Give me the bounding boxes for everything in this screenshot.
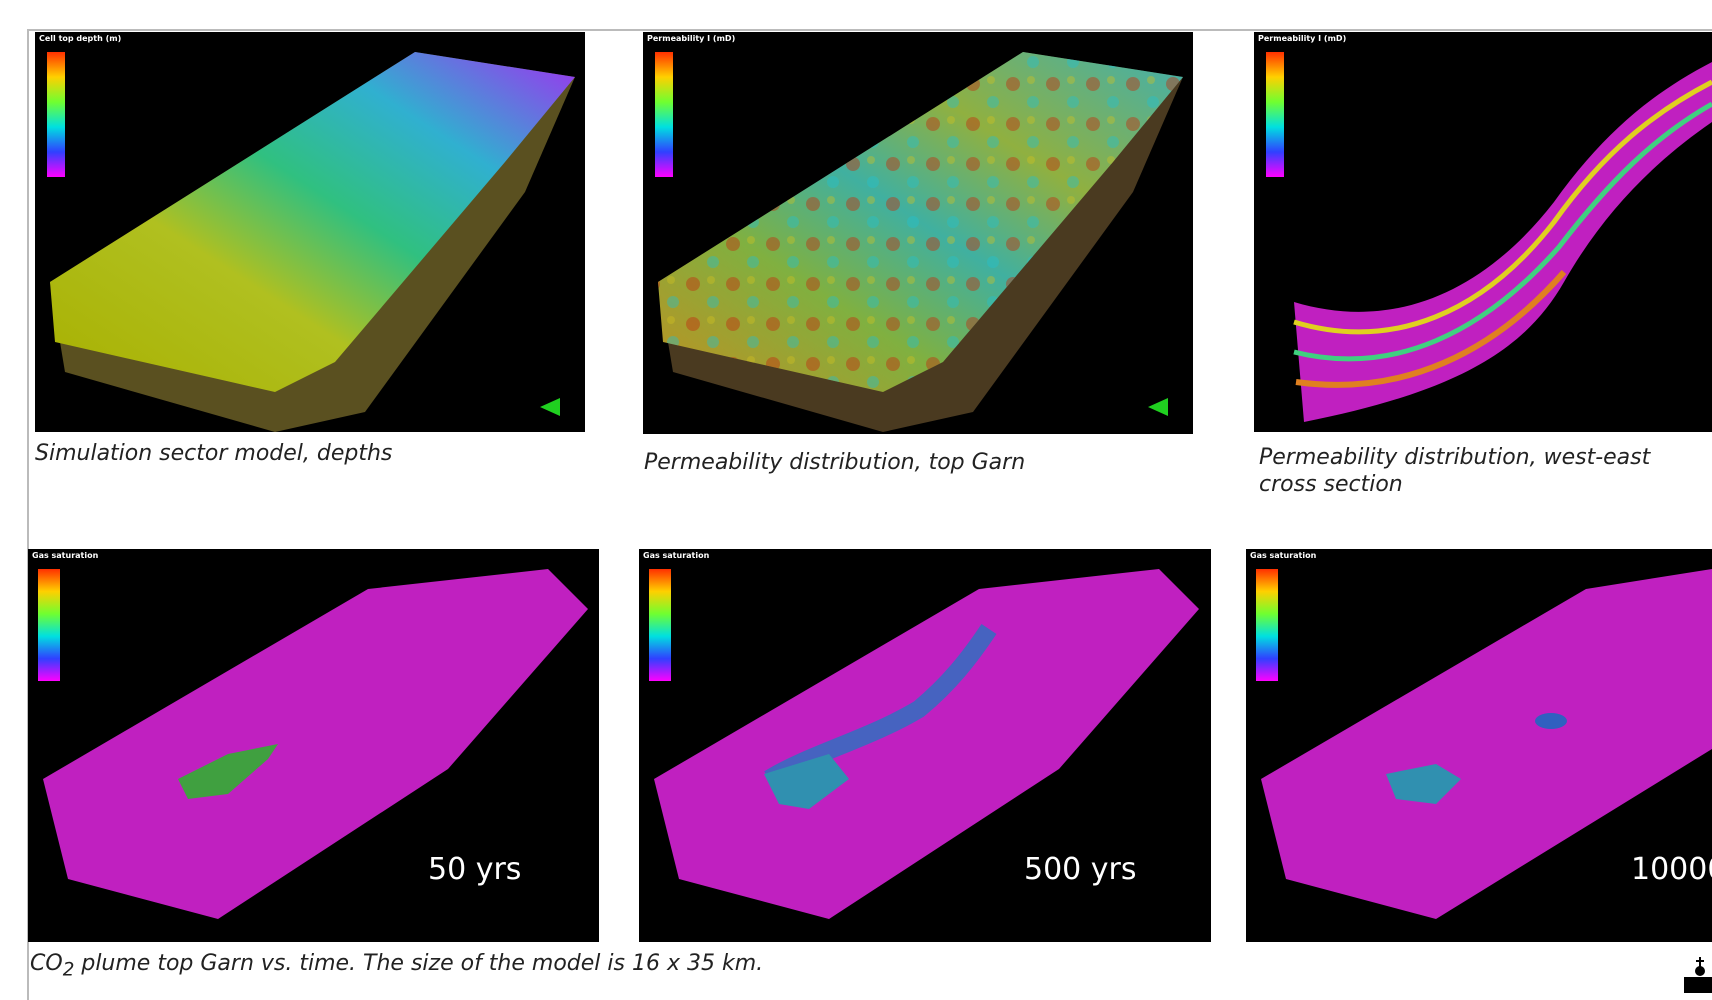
- caption: Simulation sector model, depths: [35, 440, 392, 467]
- time-label: 50 yrs: [428, 852, 521, 887]
- plume-500-image: Gas saturation 500 yrs: [639, 549, 1211, 942]
- north-arrow: [540, 398, 560, 416]
- caption: Permeability distribution, west-east cro…: [1259, 444, 1679, 498]
- plume-50: Gas saturation 50 yrs: [28, 549, 599, 942]
- image-title: Gas saturation: [643, 551, 710, 560]
- image-title: Permeability I (mD): [1258, 34, 1346, 43]
- north-arrow: [1148, 398, 1168, 416]
- color-legend: [1266, 52, 1284, 177]
- color-legend: [655, 52, 673, 177]
- footer-caption: CO2 plume top Garn vs. time. The size of…: [30, 950, 763, 983]
- footer-prefix: CO: [30, 951, 63, 976]
- color-legend: [38, 569, 60, 681]
- footer-text: plume top Garn vs. time. The size of the…: [74, 951, 763, 976]
- depth-model-image: Cell top depth (m): [35, 32, 585, 432]
- permeability-top: Permeability I (mD): [643, 32, 1193, 434]
- plume-50-image: Gas saturation 50 yrs: [28, 549, 599, 942]
- depth-model: Cell top depth (m): [35, 32, 585, 432]
- plume-10000-image: Gas saturation 10000: [1246, 549, 1712, 942]
- time-label: 10000: [1631, 852, 1712, 887]
- cross-section-image: Permeability I (mD): [1254, 32, 1712, 432]
- color-legend: [649, 569, 671, 681]
- image-title: Permeability I (mD): [647, 34, 735, 43]
- time-label: 500 yrs: [1024, 852, 1137, 887]
- image-title: Gas saturation: [1250, 551, 1317, 560]
- image-title: Gas saturation: [32, 551, 99, 560]
- color-legend: [1256, 569, 1278, 681]
- image-title: Cell top depth (m): [39, 34, 121, 43]
- slide: Cell top depth (m) Permeability I (mD) P…: [0, 0, 1712, 1000]
- logo: [1680, 955, 1712, 995]
- cross-section: Permeability I (mD): [1254, 32, 1712, 432]
- permeability-top-image: Permeability I (mD): [643, 32, 1193, 434]
- footer-subscript: 2: [63, 959, 75, 980]
- color-legend: [47, 52, 65, 177]
- plume-500: Gas saturation 500 yrs: [639, 549, 1211, 942]
- frame-line: [27, 29, 1712, 31]
- plume-10000: Gas saturation 10000: [1246, 549, 1712, 942]
- caption: Permeability distribution, top Garn: [644, 449, 1025, 476]
